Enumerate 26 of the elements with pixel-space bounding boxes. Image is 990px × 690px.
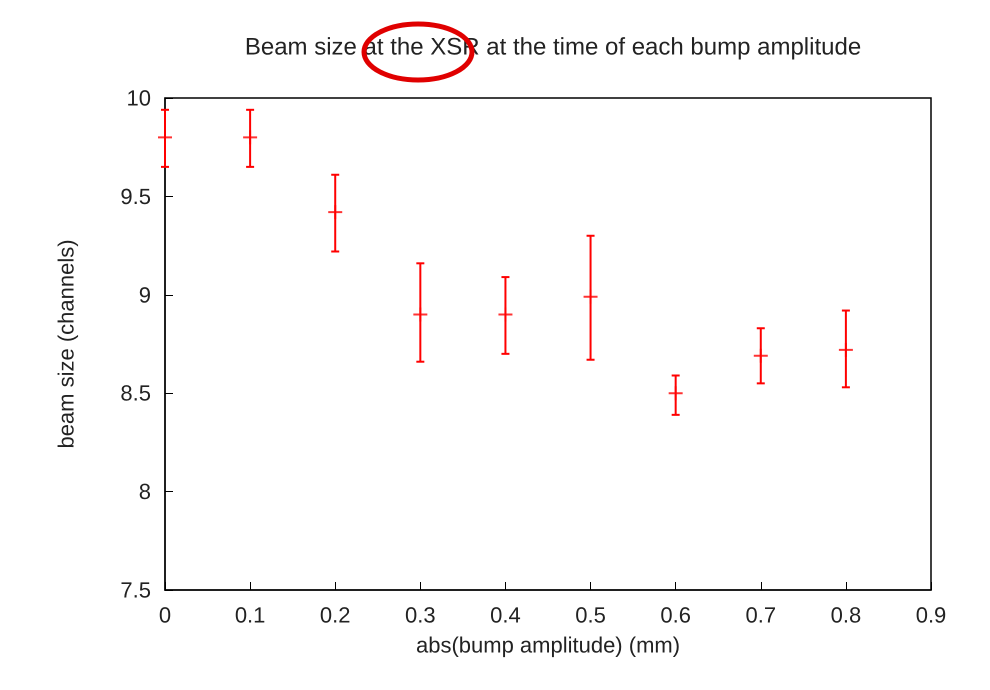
x-tick-label: 0.8	[830, 602, 862, 628]
y-tick-label: 9.5	[120, 184, 151, 209]
y-tick-label: 8	[138, 479, 151, 504]
y-tick-label: 9	[138, 282, 151, 308]
x-tick-label: 0	[158, 602, 172, 628]
y-tick-label: 8.5	[120, 380, 151, 406]
x-tick-label: 0.5	[575, 602, 606, 628]
point	[752, 348, 769, 364]
x-tick-label: 0.9	[916, 602, 946, 628]
y-tick-label: 7.5	[120, 578, 151, 602]
y-tick-label: 10	[126, 86, 151, 110]
x-tick-label: 0.1	[234, 602, 266, 628]
y-axis-title: beam size (channels)	[54, 239, 78, 449]
x-tick-label: 0.4	[490, 602, 521, 628]
point	[668, 385, 684, 402]
x-tick-label: 0.3	[405, 602, 436, 628]
x-axis-title: abs(bump amplitude) (mm)	[416, 632, 680, 658]
x-tick-label: 0.6	[660, 602, 691, 628]
point	[582, 288, 599, 305]
x-tick-label: 0.7	[745, 602, 776, 628]
x-tick-label: 0.2	[320, 602, 351, 628]
point	[412, 306, 428, 322]
point	[838, 342, 854, 358]
point	[242, 129, 258, 146]
point	[497, 306, 514, 322]
point	[327, 204, 344, 220]
